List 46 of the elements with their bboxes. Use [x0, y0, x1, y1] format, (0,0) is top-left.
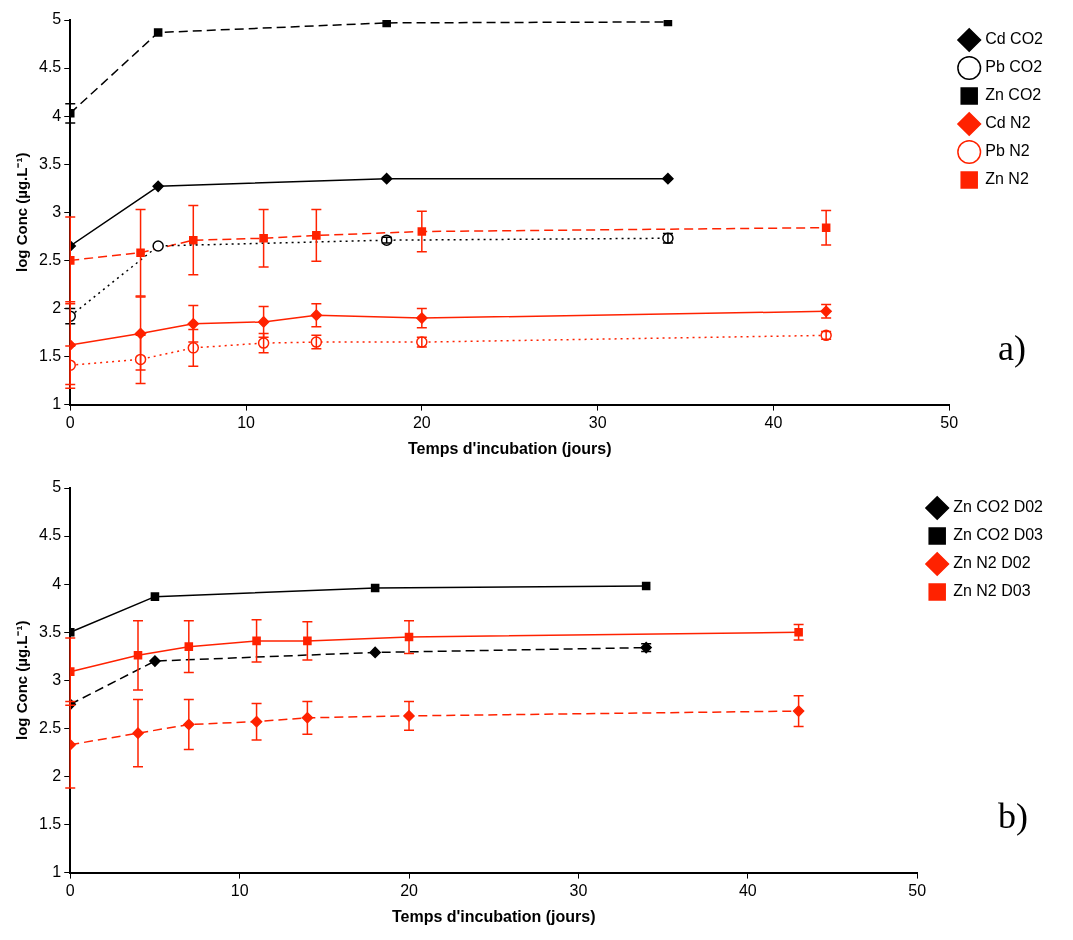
legend-label: Cd N2 — [985, 114, 1031, 132]
x-tick-label: 40 — [738, 881, 757, 899]
x-tick-label: 20 — [412, 413, 431, 431]
y-tick-label: 4 — [52, 106, 62, 124]
y-tick-label: 2.5 — [38, 250, 62, 268]
legend-label: Cd CO2 — [985, 30, 1044, 48]
y-tick-label: 5 — [52, 478, 62, 496]
x-tick-label: 10 — [230, 881, 249, 899]
legend-label: Zn N2 D03 — [953, 582, 1031, 600]
y-tick-label: 3.5 — [38, 622, 62, 640]
x-tick-label: 0 — [65, 881, 75, 899]
legend-label: Pb CO2 — [985, 58, 1043, 76]
y-axis-title: log Conc (µg.L⁻¹) — [13, 152, 31, 273]
legend-label: Zn CO2 — [985, 86, 1042, 104]
legend-label: Zn CO2 D02 — [953, 498, 1044, 516]
y-tick-label: 2.5 — [38, 718, 62, 736]
x-tick-label: 30 — [588, 413, 607, 431]
legend-label: Pb N2 — [985, 142, 1030, 160]
y-tick-label: 5 — [52, 10, 62, 28]
y-tick-label: 1 — [52, 863, 62, 881]
x-axis-title: Temps d'incubation (jours) — [391, 907, 596, 925]
y-tick-label: 3 — [52, 202, 62, 220]
y-tick-label: 2 — [52, 298, 62, 316]
y-tick-label: 2 — [52, 766, 62, 784]
y-tick-label: 1 — [52, 395, 62, 413]
legend-label: Zn N2 D02 — [953, 554, 1031, 572]
x-tick-label: 30 — [569, 881, 588, 899]
x-tick-label: 0 — [65, 413, 75, 431]
y-tick-label: 3 — [52, 670, 62, 688]
y-axis-title: log Conc (µg.L⁻¹) — [13, 620, 31, 741]
y-tick-label: 4.5 — [38, 526, 62, 544]
y-tick-label: 3.5 — [38, 154, 62, 172]
x-tick-label: 20 — [400, 881, 419, 899]
text: a) — [998, 327, 1026, 368]
y-tick-label: 4 — [52, 574, 62, 592]
y-tick-label: 1.5 — [38, 814, 62, 832]
x-tick-label: 40 — [764, 413, 783, 431]
text: b) — [998, 795, 1028, 836]
legend-label: Zn CO2 D03 — [953, 526, 1044, 544]
y-tick-label: 1.5 — [38, 346, 62, 364]
x-tick-label: 50 — [908, 881, 927, 899]
x-tick-label: 50 — [940, 413, 959, 431]
x-axis-title: Temps d'incubation (jours) — [407, 439, 612, 457]
legend-label: Zn N2 — [985, 170, 1029, 188]
y-tick-label: 4.5 — [38, 58, 62, 76]
x-tick-label: 10 — [237, 413, 256, 431]
